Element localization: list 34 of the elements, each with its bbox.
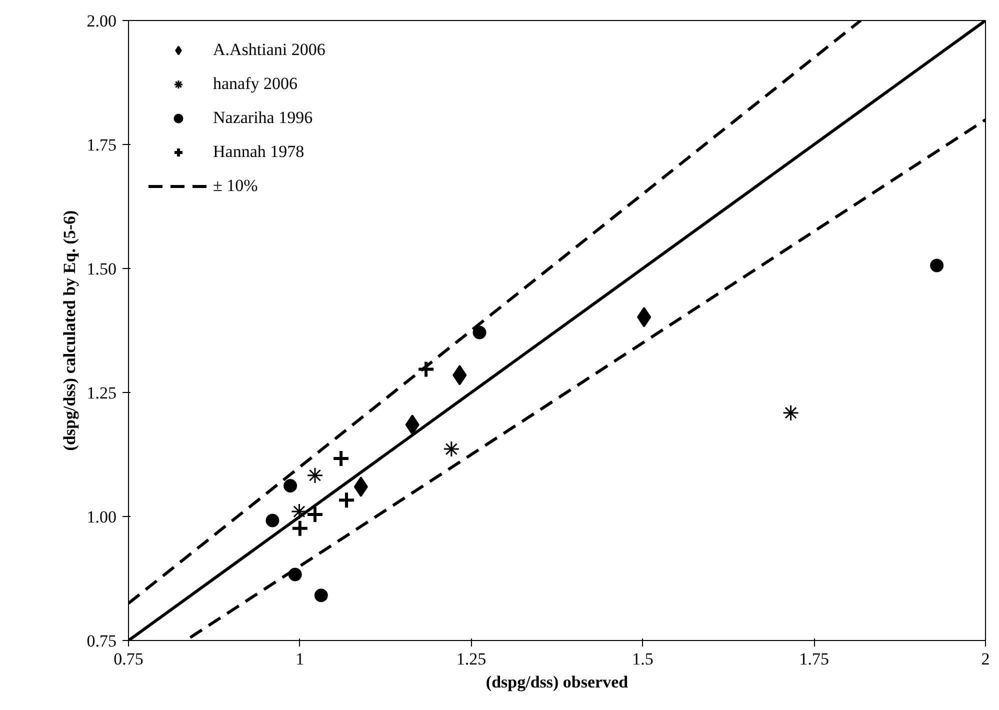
point	[306, 506, 324, 524]
x-tick-label: 1.75	[799, 650, 829, 668]
point	[290, 519, 309, 538]
legend-label: A.Ashtiani 2006	[213, 40, 326, 60]
x-tick-label: 1.5	[632, 650, 654, 668]
point	[314, 588, 328, 602]
point	[417, 360, 436, 378]
y-tick-label: 1.50	[86, 260, 116, 278]
point	[930, 258, 944, 272]
x-tick-label: 1	[296, 650, 304, 668]
point	[782, 404, 800, 422]
point	[306, 467, 324, 484]
point	[338, 491, 356, 510]
point	[636, 306, 652, 328]
x-axis-title: (dspg/dss) observed	[486, 672, 629, 692]
y-tick-label: 1.00	[86, 508, 116, 526]
y-tick-label: 1.75	[86, 136, 116, 154]
legend-label: Hannah 1978	[213, 142, 304, 162]
point	[472, 326, 486, 340]
y-tick-label: 0.75	[86, 632, 116, 650]
y-tick-label: 1.25	[86, 384, 116, 402]
legend-label: hanafy 2006	[213, 74, 298, 94]
point	[284, 479, 298, 492]
point	[443, 440, 460, 458]
x-tick-label: 1.25	[456, 650, 486, 668]
x-tick-label: 2	[981, 650, 990, 668]
point	[332, 449, 350, 468]
legend-label: Nazariha 1996	[213, 108, 313, 128]
point	[290, 503, 308, 520]
x-tick-label: 0.75	[114, 650, 144, 668]
y-tick-label: 2.00	[86, 12, 116, 30]
y-axis-title: (dspg/dss) calculated by Eq. (5-6)	[60, 210, 79, 451]
legend-label: ± 10%	[213, 176, 258, 196]
point	[266, 514, 280, 528]
